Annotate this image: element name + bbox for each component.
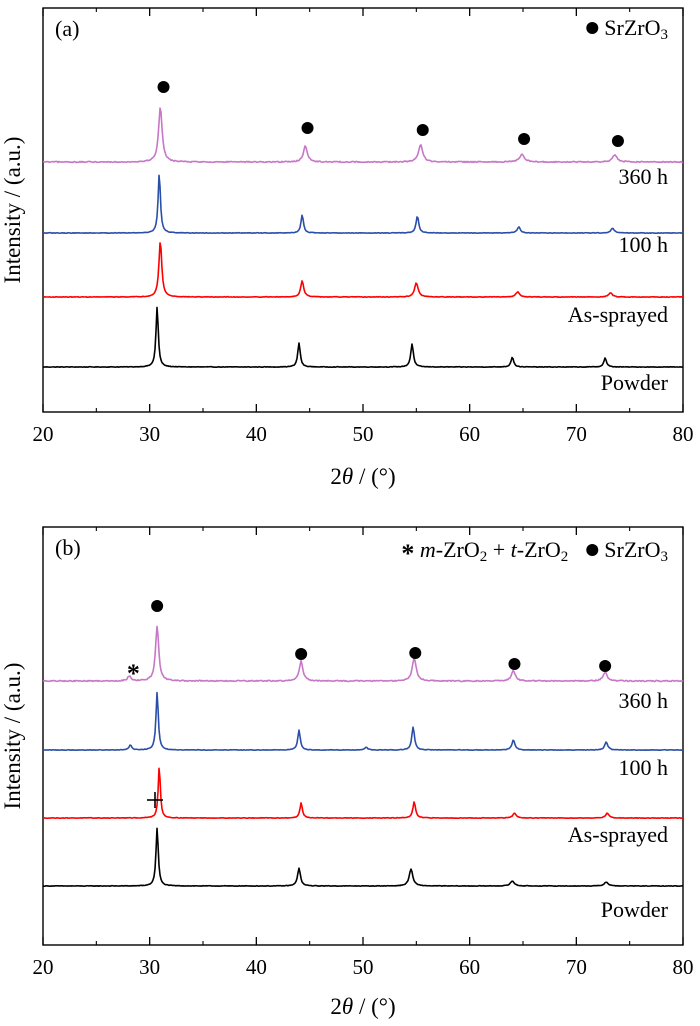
series-line-powder [42, 827, 684, 888]
series-label: 360 h [619, 688, 669, 713]
peak-dot-marker [599, 660, 612, 672]
series-line-100-h [42, 174, 684, 235]
legend-dot-marker [586, 22, 599, 34]
series-label: 360 h [619, 164, 669, 189]
legend-star-marker: * [401, 539, 414, 568]
x-tick-label: 70 [566, 955, 587, 979]
peak-dot-marker [416, 124, 429, 136]
x-axis-title: 2θ / (°) [330, 994, 395, 1019]
series-line-as-sprayed [42, 767, 684, 820]
peak-star-marker: * [127, 659, 140, 688]
plot-frame [42, 7, 684, 413]
series-line-as-sprayed [42, 242, 684, 299]
series-line-100-h [42, 691, 684, 752]
series-line-360-h [42, 107, 684, 164]
peak-dot-marker [151, 600, 164, 612]
peak-dot-marker [518, 133, 531, 145]
plot-frame [42, 526, 684, 946]
x-tick-label: 60 [459, 955, 480, 979]
legend-label: m-ZrO2 + t-ZrO2 [420, 537, 568, 565]
x-tick-label: 20 [33, 422, 54, 446]
legend-label: SrZrO3 [604, 15, 668, 43]
series-line-powder [42, 306, 684, 369]
y-axis-title: Intensity / (a.u.) [0, 137, 25, 284]
peak-dot-marker [157, 81, 170, 93]
x-tick-label: 30 [139, 422, 160, 446]
x-tick-label: 70 [566, 422, 587, 446]
x-tick-label: 50 [353, 422, 374, 446]
x-tick-label: 30 [139, 955, 160, 979]
legend-dot-marker [586, 544, 599, 556]
x-tick-label: 40 [246, 955, 267, 979]
legend: SrZrO3 m-ZrO2 + t-ZrO2* [401, 537, 668, 568]
chart-panel-a: 20 30 40 50 60 70 80 2θ / (°) Intensity / (a.u.)… [0, 7, 694, 489]
legend: SrZrO3 [586, 15, 668, 43]
peak-dot-marker [508, 658, 521, 670]
x-tick-label: 40 [246, 422, 267, 446]
series-line-360-h [42, 625, 684, 683]
series-label: 100 h [619, 232, 669, 257]
y-axis-title: Intensity / (a.u.) [0, 663, 25, 810]
peak-dot-marker [409, 647, 422, 659]
peak-plus-marker [147, 792, 163, 808]
x-tick-label: 80 [673, 955, 694, 979]
peak-dot-marker [301, 122, 314, 134]
series-label: Powder [601, 370, 669, 395]
peak-dot-marker [611, 135, 624, 147]
x-tick-label: 80 [673, 422, 694, 446]
x-tick-label: 20 [33, 955, 54, 979]
series-label: As-sprayed [568, 302, 668, 327]
panel-label: (b) [55, 535, 81, 560]
chart-panel-b: 20 30 40 50 60 70 80 2θ / (°) Intensity / (a.u.)… [0, 526, 694, 1019]
panel-label: (a) [55, 16, 79, 41]
peak-dot-marker [295, 648, 308, 660]
x-tick-label: 60 [459, 422, 480, 446]
x-axis-title: 2θ / (°) [330, 464, 395, 489]
legend-label: SrZrO3 [604, 537, 668, 565]
series-label: As-sprayed [568, 822, 668, 847]
series-label: Powder [601, 897, 669, 922]
x-tick-label: 50 [353, 955, 374, 979]
series-label: 100 h [619, 755, 669, 780]
